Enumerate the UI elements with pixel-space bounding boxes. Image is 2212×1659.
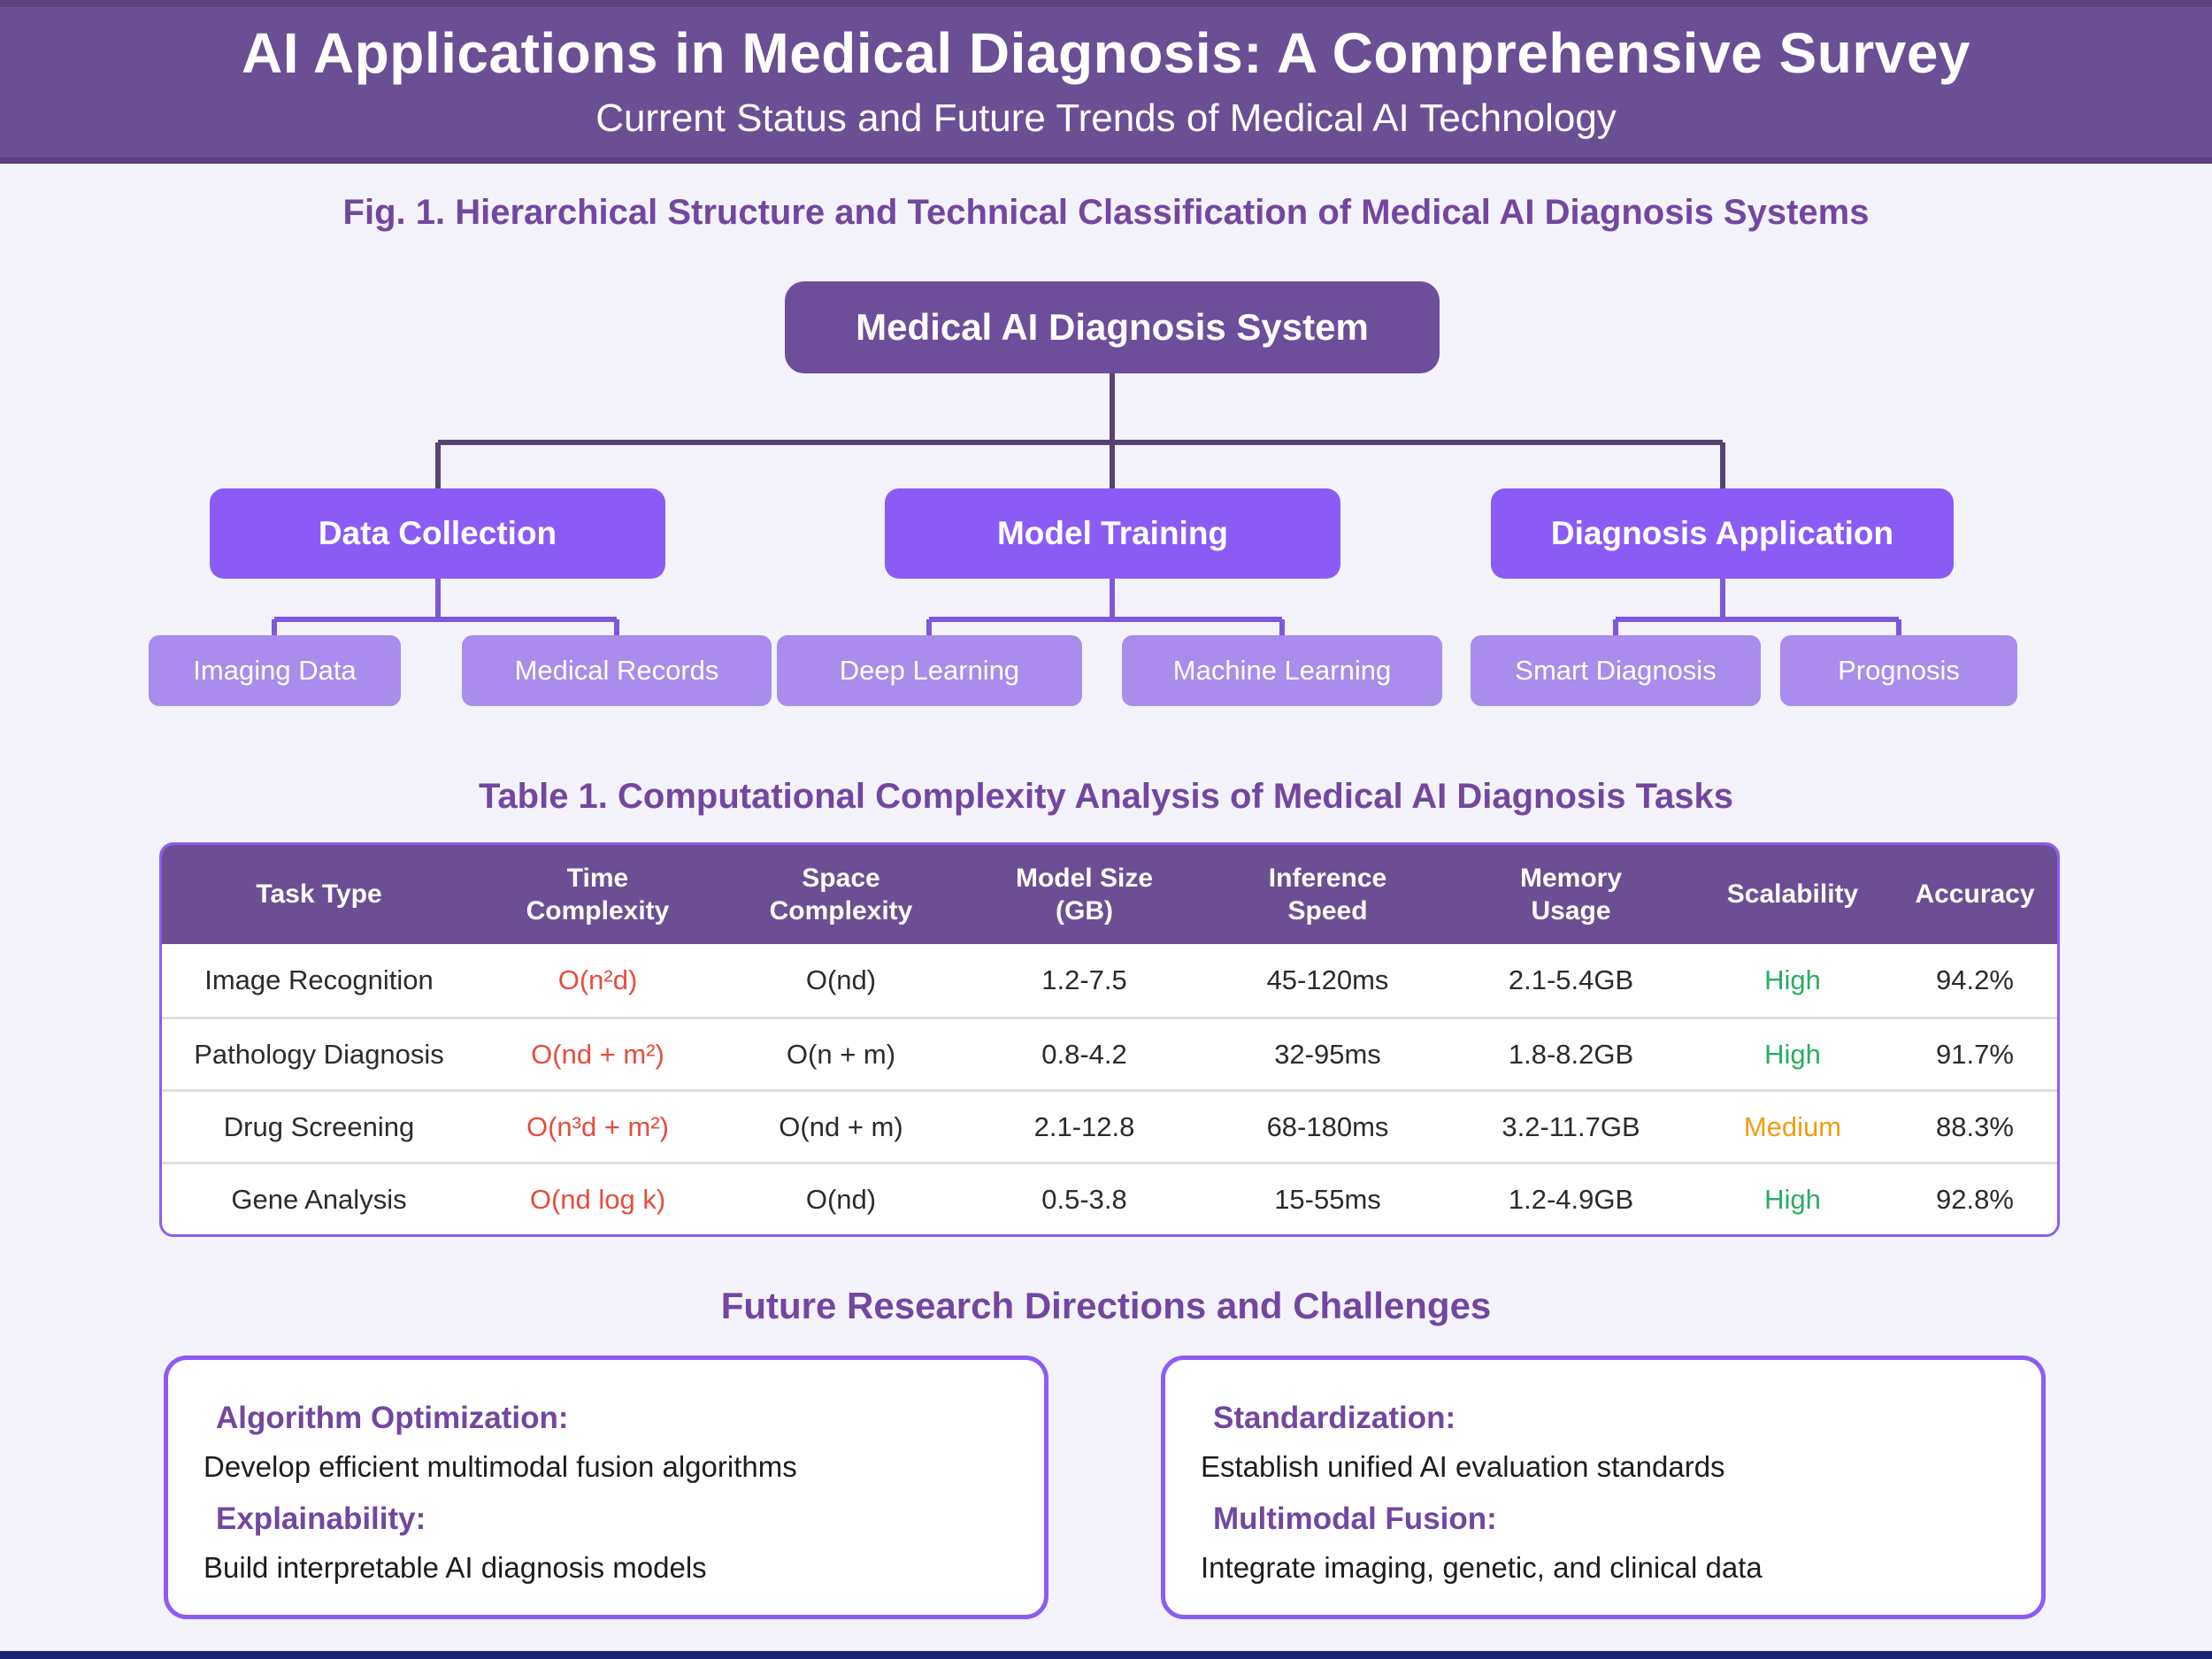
cell-model-size: 0.5-3.8 [1041, 1183, 1127, 1215]
page-title: AI Applications in Medical Diagnosis: A … [242, 21, 1970, 86]
future-box-left: Algorithm Optimization: Develop efficien… [164, 1356, 1048, 1619]
header-cell-model-size: Model Size (GB) [1015, 863, 1154, 926]
complexity-table: Task Type Time Complexity Space Complexi… [159, 842, 2060, 1237]
cell-inference-speed: 15-55ms [1274, 1183, 1381, 1215]
cell-accuracy: 91.7% [1936, 1038, 2014, 1070]
header-banner: AI Applications in Medical Diagnosis: A … [0, 0, 2212, 164]
cell-memory-usage: 1.8-8.2GB [1508, 1038, 1634, 1070]
leaf-node-prognosis: Prognosis [1780, 635, 2017, 706]
future-item-heading: Algorithm Optimization: [216, 1401, 569, 1435]
bottom-bar [0, 1651, 2212, 1659]
tree-connector-lower [272, 579, 1901, 644]
cell-space-complexity: O(nd + m) [779, 1110, 903, 1142]
header-cell-task-type: Task Type [256, 879, 382, 910]
table-caption: Table 1. Computational Complexity Analys… [478, 777, 1734, 816]
cell-memory-usage: 2.1-5.4GB [1508, 964, 1634, 995]
header-cell-accuracy: Accuracy [1915, 879, 2035, 910]
tree-connectors-svg [272, 373, 1901, 644]
future-box-right: Standardization: Establish unified AI ev… [1161, 1356, 2046, 1619]
future-item-heading: Multimodal Fusion: [1213, 1502, 1497, 1536]
cell-scalability: Medium [1743, 1110, 1842, 1142]
cell-inference-speed: 45-120ms [1266, 964, 1389, 995]
cell-model-size: 1.2-7.5 [1041, 964, 1127, 995]
cell-scalability: High [1764, 964, 1821, 995]
header-cell-memory-usage: Memory Usage [1519, 863, 1623, 926]
future-item-text: Integrate imaging, genetic, and clinical… [1201, 1551, 1763, 1584]
page-subtitle: Current Status and Future Trends of Medi… [595, 96, 1617, 140]
cell-accuracy: 92.8% [1936, 1183, 2014, 1215]
cell-memory-usage: 1.2-4.9GB [1508, 1183, 1634, 1215]
tree-root-node: Medical AI Diagnosis System [785, 281, 1440, 373]
branch-node-data-collection: Data Collection [210, 488, 665, 579]
cell-task-type: Drug Screening [223, 1110, 415, 1142]
cell-time-complexity: O(n³d + m²) [526, 1110, 670, 1142]
cell-space-complexity: O(nd) [805, 964, 877, 995]
cell-model-size: 2.1-12.8 [1033, 1110, 1135, 1142]
header-cell-space-complexity: Space Complexity [769, 863, 913, 926]
leaf-node-smart-diagnosis: Smart Diagnosis [1471, 635, 1761, 706]
future-section-title: Future Research Directions and Challenge… [720, 1285, 1492, 1326]
leaf-node-imaging-data: Imaging Data [149, 635, 401, 706]
table-header-row: Task Type Time Complexity Space Complexi… [162, 845, 2057, 944]
tree-connector-upper [435, 373, 1725, 488]
leaf-node-machine-learning: Machine Learning [1122, 635, 1442, 706]
cell-task-type: Gene Analysis [231, 1183, 407, 1215]
figure-caption: Fig. 1. Hierarchical Structure and Techn… [342, 193, 1870, 232]
cell-accuracy: 94.2% [1936, 964, 2014, 995]
table-row: Image Recognition O(n²d) O(nd) 1.2-7.5 4… [162, 944, 2057, 1017]
cell-space-complexity: O(nd) [805, 1183, 877, 1215]
future-item-text: Develop efficient multimodal fusion algo… [204, 1450, 797, 1483]
cell-time-complexity: O(nd log k) [529, 1183, 666, 1215]
cell-space-complexity: O(n + m) [786, 1038, 896, 1070]
cell-model-size: 0.8-4.2 [1041, 1038, 1127, 1070]
future-item-text: Establish unified AI evaluation standard… [1201, 1450, 1725, 1483]
branch-node-diagnosis-application: Diagnosis Application [1491, 488, 1954, 579]
hierarchy-tree: Medical AI Diagnosis System Data Collect… [0, 265, 2212, 726]
cell-time-complexity: O(nd + m²) [531, 1038, 664, 1070]
cell-scalability: High [1764, 1038, 1821, 1070]
table-row: Gene Analysis O(nd log k) O(nd) 0.5-3.8 … [162, 1162, 2057, 1234]
future-item-heading: Explainability: [216, 1502, 426, 1536]
cell-task-type: Image Recognition [204, 964, 434, 995]
leaf-node-medical-records: Medical Records [462, 635, 772, 706]
cell-accuracy: 88.3% [1936, 1110, 2014, 1142]
cell-task-type: Pathology Diagnosis [194, 1038, 444, 1070]
table-row: Pathology Diagnosis O(nd + m²) O(n + m) … [162, 1017, 2057, 1089]
cell-time-complexity: O(n²d) [557, 964, 638, 995]
table-row: Drug Screening O(n³d + m²) O(nd + m) 2.1… [162, 1089, 2057, 1162]
header-cell-scalability: Scalability [1726, 879, 1859, 910]
cell-scalability: High [1764, 1183, 1821, 1215]
cell-inference-speed: 68-180ms [1266, 1110, 1389, 1142]
future-item-heading: Standardization: [1213, 1401, 1456, 1435]
branch-node-model-training: Model Training [885, 488, 1340, 579]
cell-memory-usage: 3.2-11.7GB [1502, 1110, 1640, 1142]
leaf-node-deep-learning: Deep Learning [777, 635, 1082, 706]
future-item-text: Build interpretable AI diagnosis models [204, 1551, 707, 1584]
header-cell-time-complexity: Time Complexity [526, 863, 670, 926]
cell-inference-speed: 32-95ms [1274, 1038, 1381, 1070]
header-cell-inference-speed: Inference Speed [1268, 863, 1387, 926]
